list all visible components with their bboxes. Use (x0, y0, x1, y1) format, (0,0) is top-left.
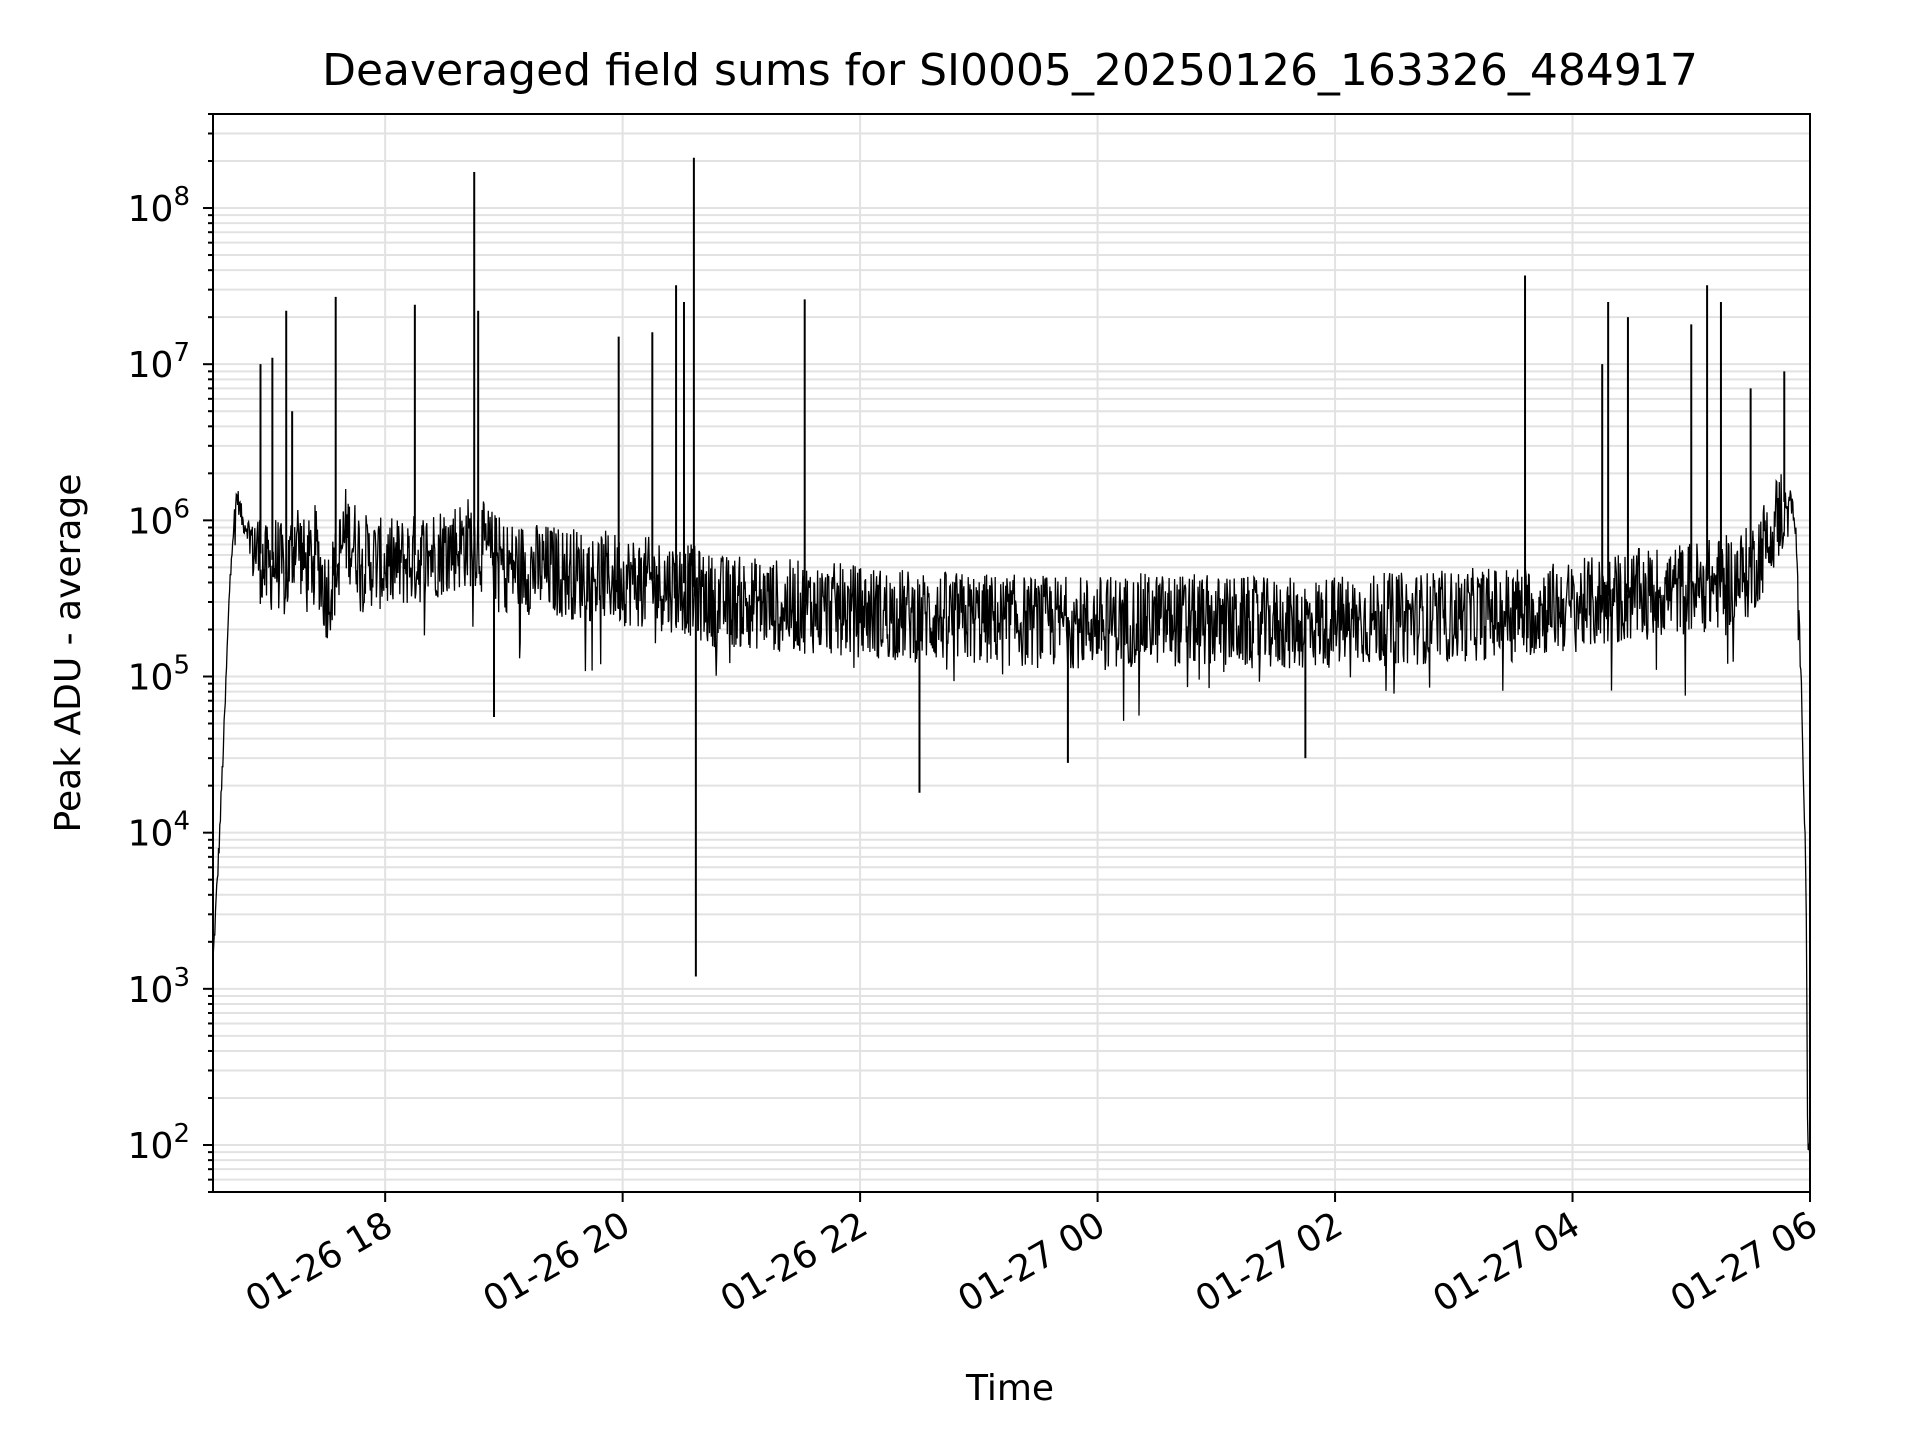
y-tick-label: 102 (128, 1119, 190, 1167)
data-layer (212, 157, 1811, 1152)
plot-frame (212, 113, 1811, 1193)
y-tick-label: 106 (128, 494, 190, 542)
y-tick-label: 104 (128, 807, 190, 855)
chart-title: Deaveraged field sums for SI0005_2025012… (322, 45, 1698, 96)
y-tick-label: 107 (128, 338, 190, 386)
y-axis-label: Peak ADU - average (48, 474, 89, 833)
series-line (212, 474, 1811, 1152)
y-tick-label: 108 (128, 182, 190, 230)
y-tick-label: 103 (128, 963, 190, 1011)
x-axis-label: Time (965, 1368, 1054, 1409)
y-tick-label: 105 (128, 651, 190, 699)
